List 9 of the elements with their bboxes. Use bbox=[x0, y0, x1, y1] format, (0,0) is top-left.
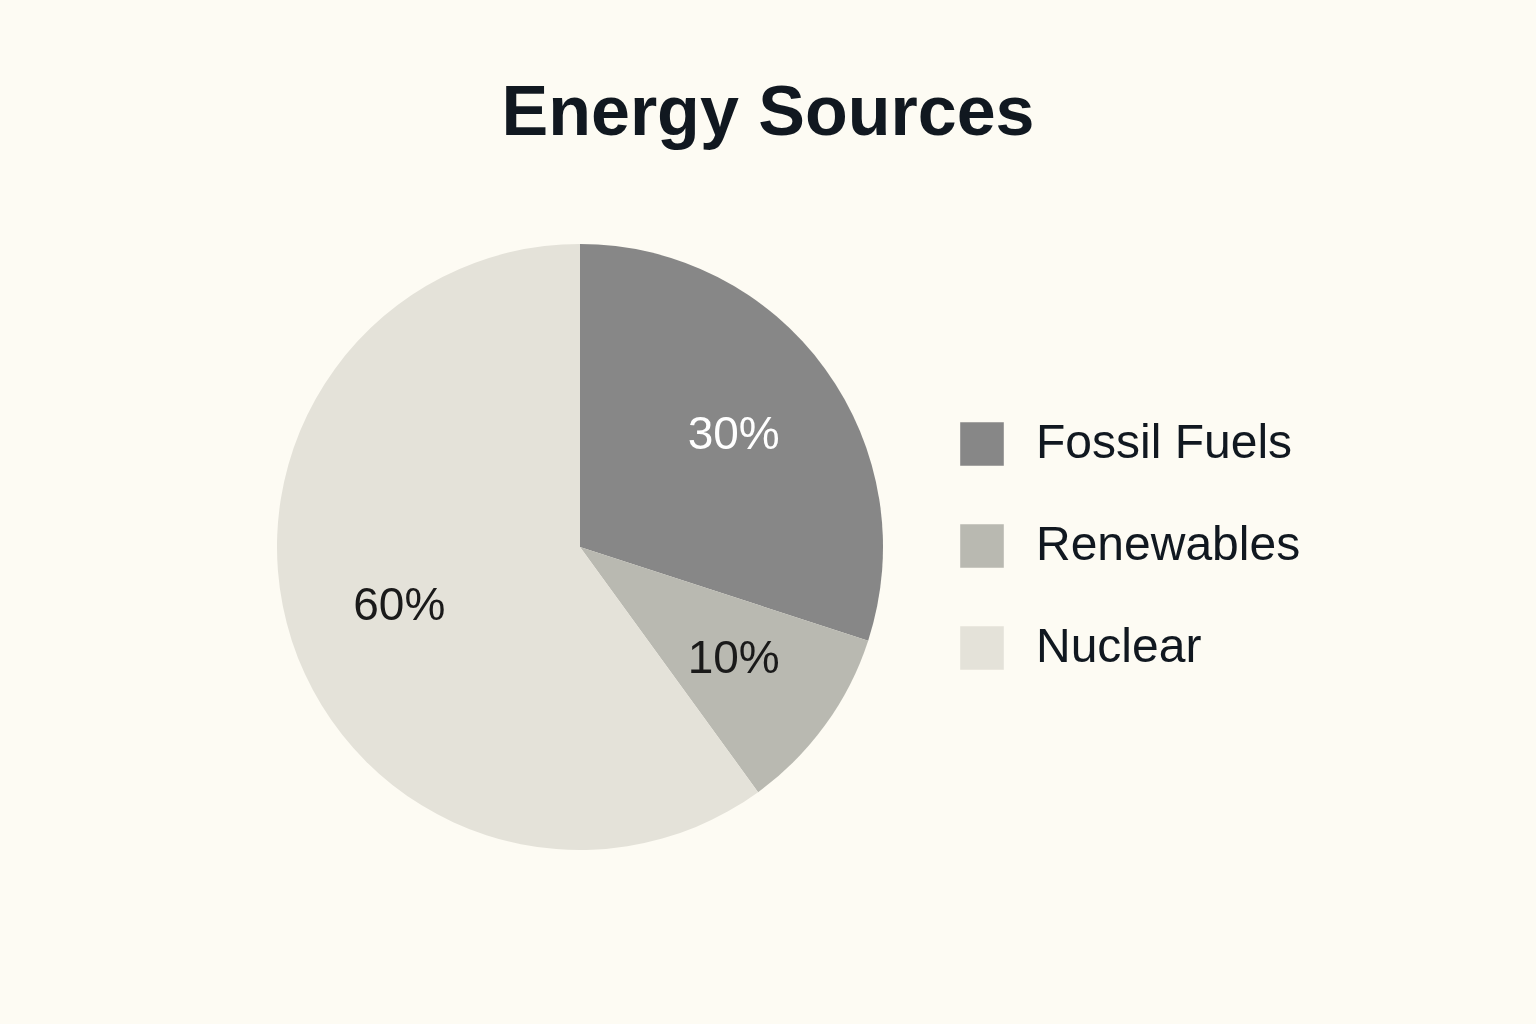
data-label: 10% bbox=[687, 630, 780, 683]
data-label: 60% bbox=[353, 577, 446, 630]
pie-slice bbox=[580, 244, 883, 641]
pie-slice bbox=[580, 547, 869, 793]
chart-title: Energy Sources bbox=[501, 72, 1035, 150]
legend-label: Fossil Fuels bbox=[1036, 415, 1293, 468]
data-label: 30% bbox=[687, 407, 780, 460]
legend-label: Renewables bbox=[1036, 517, 1301, 570]
legend-label: Nuclear bbox=[1036, 619, 1202, 672]
